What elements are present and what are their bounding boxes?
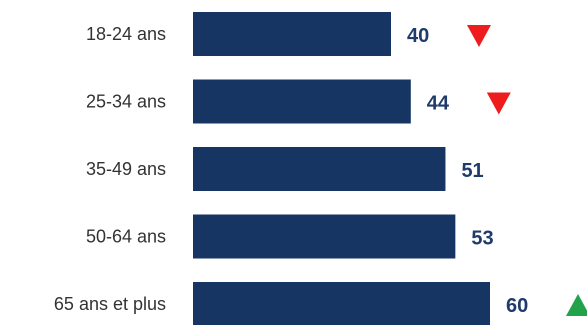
red-down-triangle-icon (486, 92, 511, 115)
red-down-triangle-icon (467, 25, 491, 47)
bar (193, 214, 456, 259)
bar (193, 282, 490, 325)
category-label: 65 ans et plus (54, 294, 166, 314)
bar (193, 12, 391, 56)
value-label: 60 (506, 295, 528, 317)
category-label: 18-24 ans (86, 24, 166, 44)
category-labels: 18-24 ans 25-34 ans 35-49 ans 50-64 ans 65 a… (54, 24, 166, 314)
bars (193, 12, 490, 325)
bar (193, 79, 411, 124)
value-label: 44 (427, 93, 450, 115)
value-label: 40 (407, 25, 429, 47)
category-label: 50-64 ans (86, 227, 166, 247)
trend-icons (467, 25, 587, 316)
category-label: 25-34 ans (86, 92, 166, 112)
value-label: 51 (461, 160, 483, 182)
category-label: 35-49 ans (86, 159, 166, 179)
value-labels: 40 44 51 53 60 (407, 25, 528, 317)
bar (193, 147, 446, 191)
green-up-triangle-icon (566, 294, 587, 316)
value-label: 53 (471, 228, 493, 250)
